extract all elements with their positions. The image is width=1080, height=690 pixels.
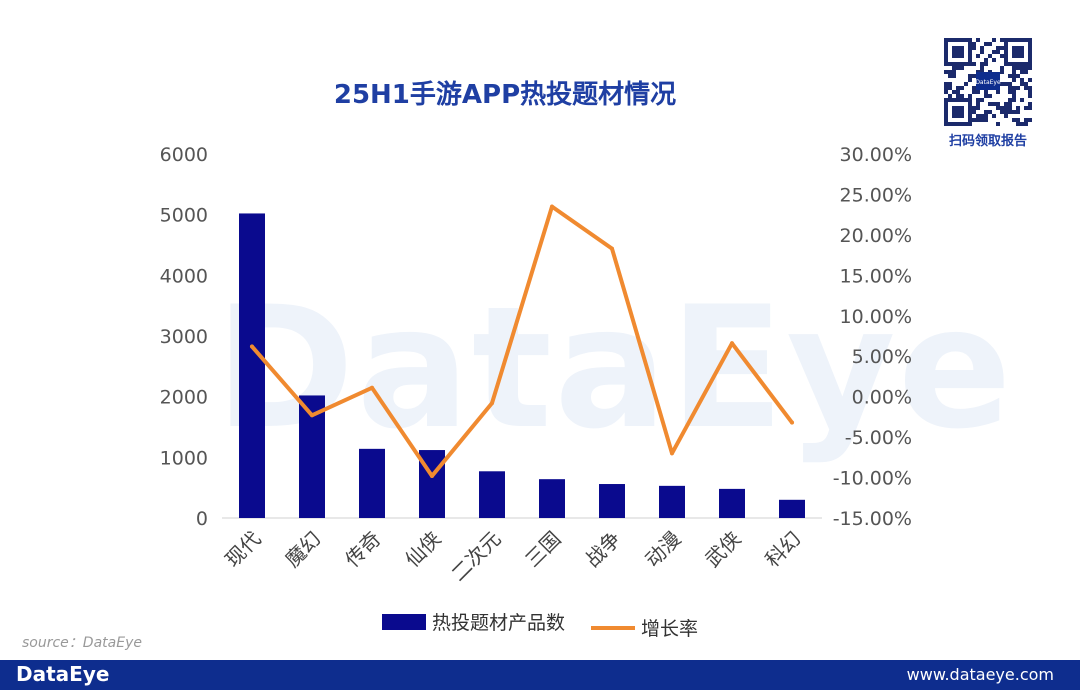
line-point xyxy=(730,341,734,346)
y-left-tick-label: 1000 xyxy=(160,447,208,469)
x-tick-label: 科幻 xyxy=(760,527,805,572)
line-point xyxy=(610,246,614,251)
footer-logo: DataEye xyxy=(16,662,110,686)
bar xyxy=(719,488,745,518)
bar xyxy=(479,471,505,518)
y-right-tick-label: 10.00% xyxy=(840,306,912,328)
x-tick-label: 武侠 xyxy=(700,527,745,572)
watermark: DataEye xyxy=(215,270,1014,466)
y-left-tick-label: 2000 xyxy=(160,387,208,409)
legend-line-label: 增长率 xyxy=(641,618,699,640)
y-right-tick-label: 30.00% xyxy=(840,144,912,166)
x-tick-label: 战争 xyxy=(580,527,625,572)
x-tick-label: 二次元 xyxy=(446,527,505,586)
line-point xyxy=(250,344,254,349)
bar xyxy=(779,499,805,518)
bar xyxy=(659,485,685,518)
x-tick-label: 传奇 xyxy=(340,527,385,572)
line-point xyxy=(430,473,434,478)
legend-line-swatch xyxy=(591,625,636,630)
legend: 热投题材产品数 增长率 xyxy=(0,608,1080,641)
x-tick-label: 仙侠 xyxy=(400,527,445,572)
y-right-tick-label: 5.00% xyxy=(852,346,912,368)
footer-url[interactable]: www.dataeye.com xyxy=(906,665,1054,684)
y-left-tick-label: 4000 xyxy=(160,265,208,287)
footer-bar: DataEye www.dataeye.com xyxy=(0,660,1080,690)
y-right-tick-label: -10.00% xyxy=(833,468,912,490)
y-right-tick-label: -15.00% xyxy=(833,508,912,530)
legend-bar-label: 热投题材产品数 xyxy=(431,612,565,634)
growth-line xyxy=(250,204,794,478)
source-note: source：DataEye xyxy=(22,635,142,651)
y-left-tick-label: 0 xyxy=(196,508,208,530)
x-tick-label: 现代 xyxy=(220,527,265,572)
bar xyxy=(599,484,625,518)
bar xyxy=(239,213,265,518)
chart-title: 25H1手游APP热投题材情况 xyxy=(333,80,677,110)
line-point xyxy=(370,385,374,390)
y-right-tick-label: -5.00% xyxy=(845,427,912,449)
line-point xyxy=(670,451,674,456)
line-point xyxy=(550,204,554,209)
line-point xyxy=(310,413,314,418)
legend-item-bar: 热投题材产品数 xyxy=(381,608,565,635)
y-right-tick-label: 25.00% xyxy=(840,184,912,206)
bar xyxy=(539,479,565,518)
y-left-tick-label: 6000 xyxy=(160,144,208,166)
chart: 0 1000 2000 3000 4000 5000 6000 -15.00% -10.00% -… xyxy=(160,144,912,586)
legend-item-line: 增长率 xyxy=(591,614,698,641)
y-right-tick-label: 15.00% xyxy=(840,265,912,287)
y-right-tick-label: 0.00% xyxy=(852,387,912,409)
line-point xyxy=(490,401,494,406)
bar xyxy=(359,448,385,518)
y-left-tick-label: 3000 xyxy=(160,326,208,348)
qr-caption: 扫码领取报告 xyxy=(948,134,1027,149)
qr-block: DataEye 扫码领取报告 xyxy=(942,38,1034,149)
line-point xyxy=(790,420,794,425)
x-tick-label: 魔幻 xyxy=(280,527,325,572)
x-tick-label: 三国 xyxy=(520,527,565,572)
y-left-tick-label: 5000 xyxy=(160,205,208,227)
legend-bar-swatch xyxy=(381,613,426,630)
qr-center-label: DataEye xyxy=(975,79,1001,86)
y-right-tick-label: 20.00% xyxy=(840,225,912,247)
x-tick-label: 动漫 xyxy=(640,527,685,572)
qr-code-icon: DataEye xyxy=(944,38,1032,126)
